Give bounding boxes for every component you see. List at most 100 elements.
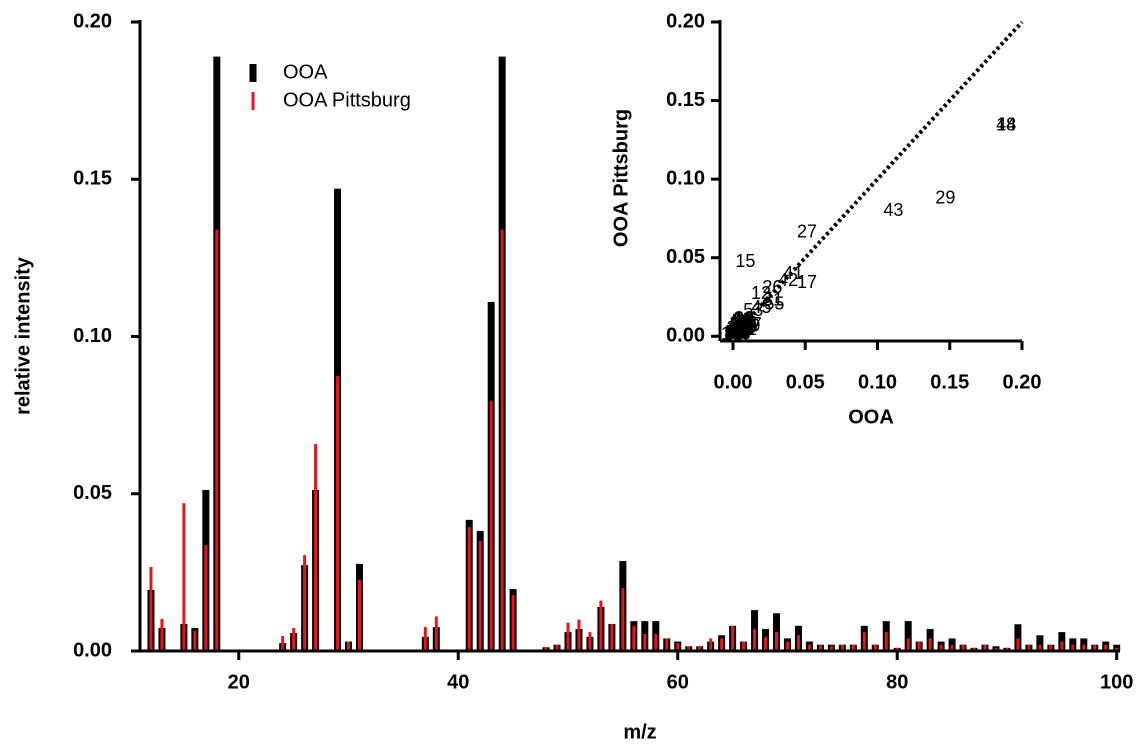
point-label: 87 xyxy=(724,323,744,343)
legend-label: OOA xyxy=(283,61,328,83)
bar xyxy=(434,616,438,651)
bar xyxy=(676,643,680,651)
point-label: 48 xyxy=(725,323,745,343)
point-label: 51 xyxy=(733,309,753,329)
bar xyxy=(873,644,877,651)
point-label: 50 xyxy=(732,311,752,331)
point-label: 25 xyxy=(731,314,751,334)
point-label: 98 xyxy=(726,322,746,342)
point-label: 71 xyxy=(735,317,755,337)
bar xyxy=(577,619,581,651)
bar xyxy=(500,229,504,651)
bar xyxy=(939,644,943,651)
y-tick-label: 0.10 xyxy=(73,325,112,347)
x-tick-label: 20 xyxy=(228,671,250,693)
point-label: 64 xyxy=(730,319,750,339)
point-label: 70 xyxy=(729,320,749,340)
point-label: 73 xyxy=(726,322,746,342)
bar xyxy=(948,638,956,651)
bar xyxy=(193,630,197,651)
bar xyxy=(281,635,285,651)
point-label: 85 xyxy=(729,322,749,342)
point-label: 59 xyxy=(729,319,749,339)
point-label: 61 xyxy=(725,323,745,343)
bar xyxy=(182,503,186,651)
point-label: 82 xyxy=(727,320,747,340)
bar xyxy=(665,638,669,651)
bar xyxy=(347,641,351,651)
point-label: 37 xyxy=(729,313,749,333)
point-label: 45 xyxy=(751,297,771,317)
bar xyxy=(862,632,866,651)
bar xyxy=(1082,644,1086,651)
bar xyxy=(610,623,614,651)
bar xyxy=(961,644,965,651)
bar xyxy=(775,632,779,651)
point-label: 60 xyxy=(727,321,747,341)
bar xyxy=(467,527,471,651)
bar xyxy=(1060,641,1064,651)
bar xyxy=(1104,644,1108,651)
point-label: 100 xyxy=(721,323,751,343)
point-label: 53 xyxy=(743,300,763,320)
point-label: 74 xyxy=(726,323,746,343)
legend-label: OOA Pittsburg xyxy=(283,89,411,111)
point-label: 55 xyxy=(764,294,784,314)
bar xyxy=(906,638,910,651)
bar xyxy=(1069,638,1077,651)
bar xyxy=(654,634,658,651)
bar xyxy=(994,647,998,651)
y-tick-label: 0.05 xyxy=(666,246,705,268)
y-tick-label: 0.05 xyxy=(73,482,112,504)
y-axis-title: relative intensity xyxy=(12,256,34,415)
bar xyxy=(753,628,757,651)
bar xyxy=(840,644,844,651)
bar xyxy=(336,376,340,651)
point-label: 96 xyxy=(729,322,749,342)
bar xyxy=(709,638,713,651)
bar xyxy=(1014,624,1022,651)
point-label: 57 xyxy=(737,317,757,337)
bar xyxy=(687,646,691,651)
x-tick-label: 0.10 xyxy=(858,371,897,393)
point-label: 24 xyxy=(727,317,747,337)
x-tick-label: 60 xyxy=(667,671,689,693)
bar xyxy=(1036,635,1044,651)
y-tick-label: 0.20 xyxy=(666,10,705,32)
bar xyxy=(764,636,768,651)
bar xyxy=(904,621,912,651)
point-label: 15 xyxy=(735,251,755,271)
point-label: 92 xyxy=(726,322,746,342)
point-label: 88 xyxy=(726,322,746,342)
bar xyxy=(972,647,976,651)
bar xyxy=(829,646,833,651)
point-label: 16 xyxy=(734,315,754,335)
y-tick-label: 0.15 xyxy=(666,89,705,111)
bar xyxy=(698,646,702,651)
bar xyxy=(632,625,636,651)
bar xyxy=(731,625,735,651)
point-label: 63 xyxy=(727,319,747,339)
point-label: 17 xyxy=(797,272,817,292)
point-label: 91 xyxy=(735,319,755,339)
bar xyxy=(511,595,515,651)
point-label: 42 xyxy=(778,270,798,290)
point-label: 49 xyxy=(726,322,746,342)
x-tick-label: 0.05 xyxy=(786,371,825,393)
bar xyxy=(895,647,899,651)
bar xyxy=(566,622,570,651)
point-label: 79 xyxy=(737,316,757,336)
point-label: 38 xyxy=(734,308,754,328)
bar xyxy=(1027,644,1031,651)
point-label: 81 xyxy=(737,319,757,339)
y-tick-label: 0.00 xyxy=(666,325,705,347)
x-tick-label: 100 xyxy=(1100,671,1133,693)
bar xyxy=(1005,647,1009,651)
point-label: 27 xyxy=(797,222,817,242)
bar xyxy=(621,588,625,651)
point-label: 67 xyxy=(742,314,762,334)
y-tick-label: 0.20 xyxy=(73,10,112,32)
bar xyxy=(314,444,318,651)
bar xyxy=(884,632,888,651)
